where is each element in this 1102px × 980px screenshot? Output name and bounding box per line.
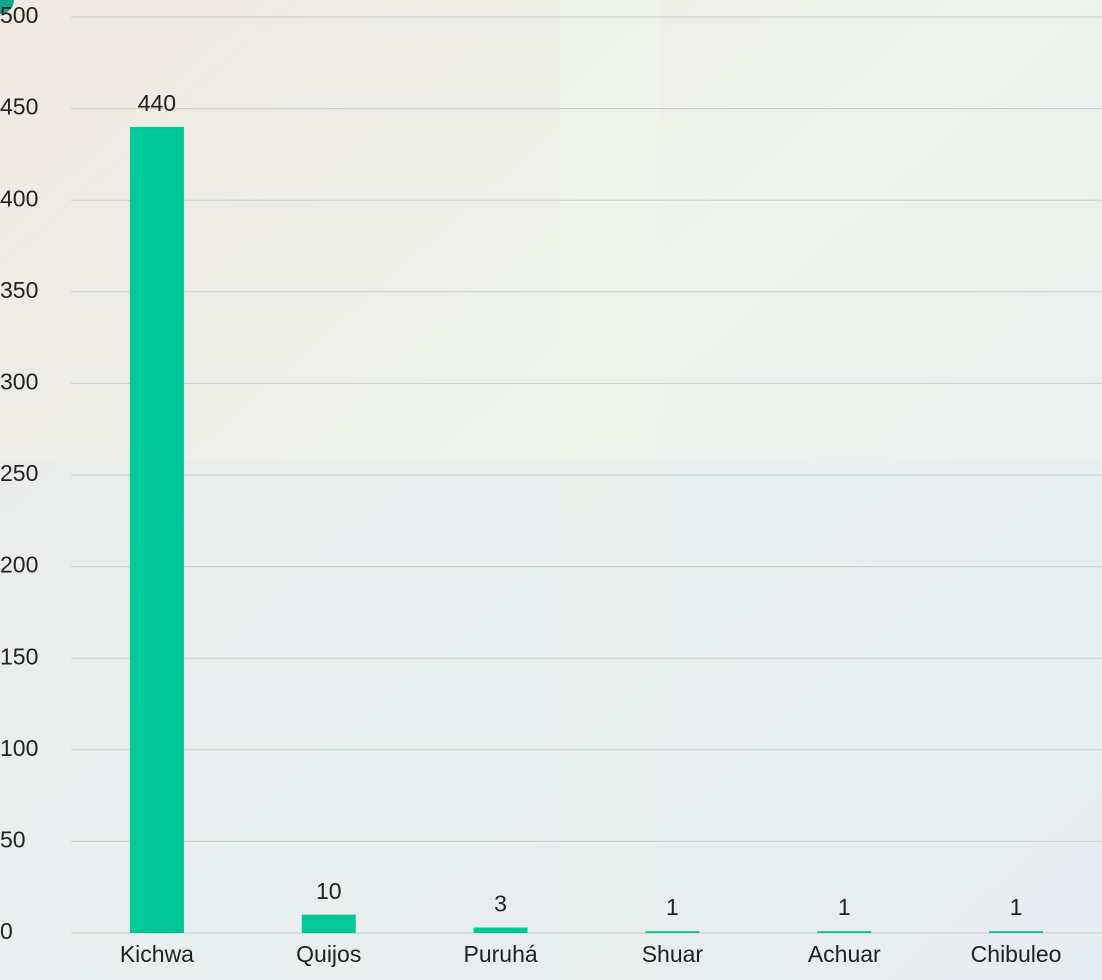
x-tick-label: Puruhá [463,941,537,967]
y-tick-label: 450 [0,94,38,120]
y-tick-label: 150 [0,643,38,669]
corner-badge [0,0,14,14]
value-label: 1 [1010,894,1023,920]
bar [301,914,356,933]
x-tick-label: Quijos [296,941,361,967]
y-tick-label: 500 [0,2,38,28]
bar [129,126,184,934]
y-tick-label: 50 [0,826,26,852]
y-tick-label: 0 [0,918,13,944]
value-label: 1 [666,894,679,920]
x-tick-label: Shuar [642,941,704,967]
bar [473,927,528,933]
value-label: 1 [838,894,851,920]
y-tick-label: 300 [0,368,38,394]
y-tick-label: 100 [0,735,38,761]
x-tick-label: Chibuleo [971,941,1062,967]
x-tick-label: Achuar [808,941,881,967]
value-label: 440 [138,90,176,116]
x-tick-label: Kichwa [120,941,194,967]
y-tick-label: 400 [0,185,38,211]
value-label: 10 [316,878,342,904]
bar [817,931,872,933]
bar [645,931,700,933]
y-tick-label: 250 [0,460,38,486]
y-tick-label: 350 [0,277,38,303]
bar [989,931,1044,933]
value-label: 3 [494,891,507,917]
y-tick-label: 200 [0,552,38,578]
